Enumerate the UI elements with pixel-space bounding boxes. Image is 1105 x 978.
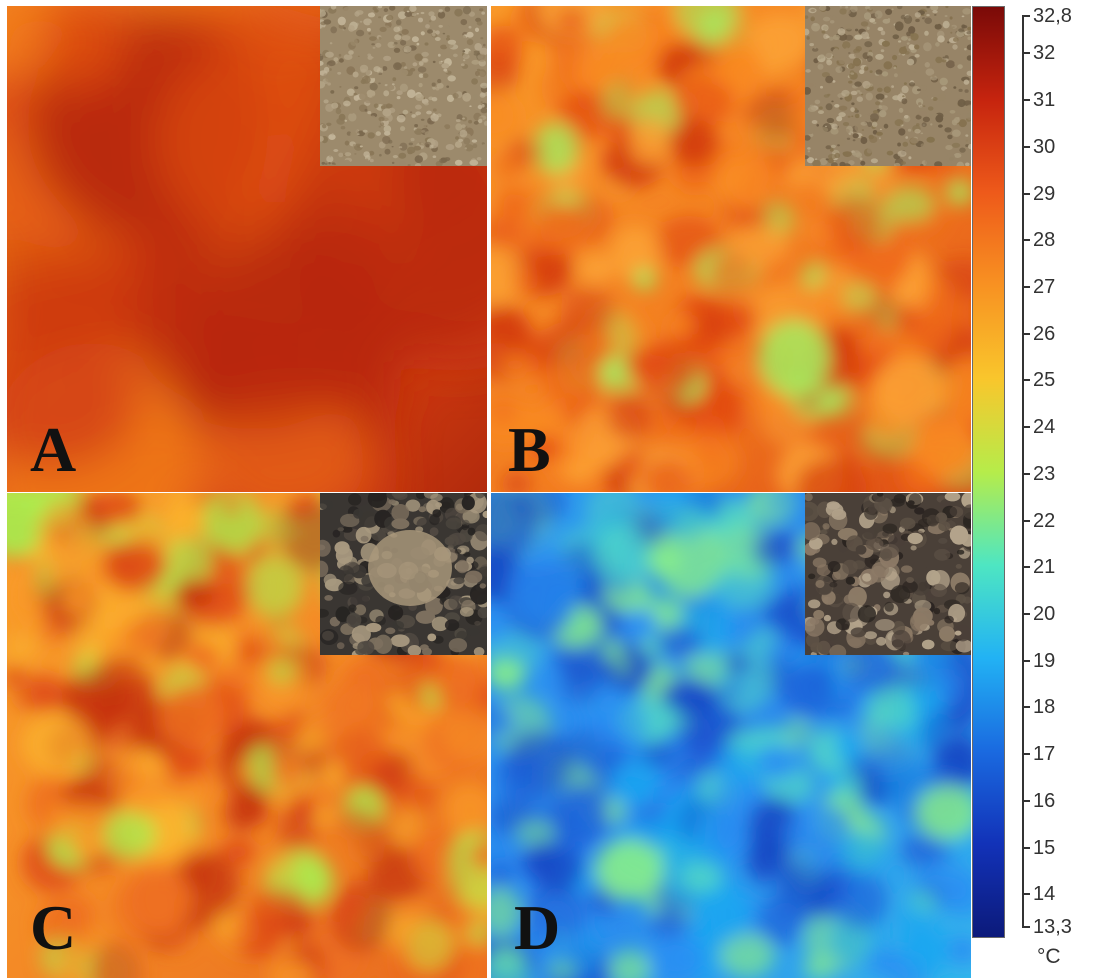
colorbar-tick	[1022, 333, 1030, 335]
colorbar-tick-label: 25	[1033, 369, 1056, 391]
colorbar-tick-label: 14	[1033, 883, 1056, 905]
colorbar-tick-label: 27	[1033, 276, 1056, 298]
photo-inset-b	[805, 6, 971, 166]
colorbar-tick-label: 32	[1033, 42, 1056, 64]
panel-label-a: A	[30, 414, 77, 485]
colorbar-tick-label: 31	[1033, 89, 1056, 111]
colorbar-tick-label: 29	[1033, 183, 1056, 205]
colorbar-tick	[1022, 146, 1030, 148]
colorbar-tick	[1022, 52, 1030, 54]
colorbar-tick	[1022, 800, 1030, 802]
colorbar-tick-label: 16	[1033, 790, 1056, 812]
colorbar-tick-label: 23	[1033, 463, 1056, 485]
thermal-panel-b: B	[491, 6, 971, 492]
colorbar-tick-label: 26	[1033, 323, 1056, 345]
photo-inset-a	[320, 6, 487, 166]
colorbar-tick-label: 17	[1033, 743, 1056, 765]
colorbar-tick-label: 15	[1033, 837, 1056, 859]
colorbar-tick	[1022, 753, 1030, 755]
temperature-colorbar	[972, 6, 1005, 938]
colorbar-tick	[1022, 239, 1030, 241]
thermal-image-c	[7, 493, 487, 978]
colorbar-tick	[1022, 706, 1030, 708]
thermal-image-a	[7, 6, 487, 492]
colorbar-tick	[1022, 847, 1030, 849]
colorbar-tick-label: 22	[1033, 510, 1056, 532]
thermal-panel-d: D	[491, 493, 971, 978]
colorbar-tick-min	[1022, 926, 1030, 928]
colorbar-tick	[1022, 660, 1030, 662]
temperature-unit-label: °C	[1037, 945, 1061, 968]
colorbar-tick	[1022, 893, 1030, 895]
colorbar-axis-line	[1022, 15, 1024, 928]
colorbar-tick	[1022, 520, 1030, 522]
colorbar-tick	[1022, 379, 1030, 381]
colorbar-tick	[1022, 566, 1030, 568]
colorbar-max-label: 32,8	[1033, 5, 1072, 27]
colorbar-tick-label: 28	[1033, 229, 1056, 251]
colorbar-tick	[1022, 99, 1030, 101]
colorbar-tick	[1022, 613, 1030, 615]
panel-label-d: D	[514, 892, 561, 963]
colorbar-tick-max	[1022, 15, 1030, 17]
colorbar-tick-label: 21	[1033, 556, 1056, 578]
panel-label-b: B	[508, 414, 551, 485]
colorbar-tick-label: 18	[1033, 696, 1056, 718]
photo-inset-c	[320, 493, 487, 655]
colorbar-tick	[1022, 426, 1030, 428]
colorbar-min-label: 13,3	[1033, 916, 1072, 938]
colorbar-tick-label: 19	[1033, 650, 1056, 672]
colorbar-tick-label: 24	[1033, 416, 1056, 438]
colorbar-tick	[1022, 193, 1030, 195]
colorbar-tick	[1022, 473, 1030, 475]
colorbar-tick-label: 20	[1033, 603, 1056, 625]
panel-label-c: C	[30, 892, 77, 963]
photo-inset-d	[805, 493, 971, 655]
thermal-panel-c: C	[7, 493, 487, 978]
colorbar-tick-label: 30	[1033, 136, 1056, 158]
colorbar-tick	[1022, 286, 1030, 288]
thermal-panel-a: A	[7, 6, 487, 492]
